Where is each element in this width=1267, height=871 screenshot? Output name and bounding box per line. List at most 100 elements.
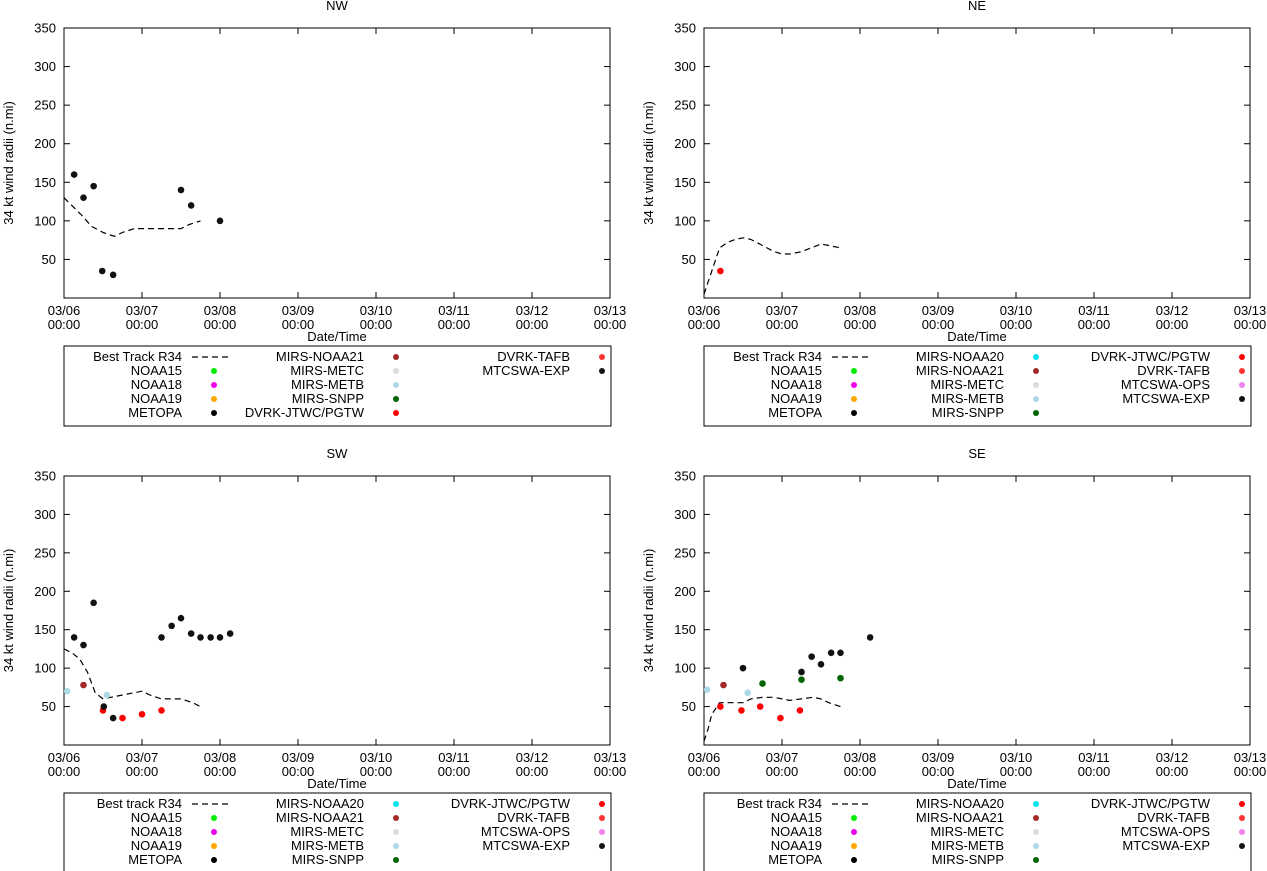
- legend-point-symbol: [599, 829, 605, 835]
- legend-label: NOAA18: [131, 824, 182, 839]
- x-tick-label-date: 03/12: [516, 303, 549, 318]
- legend-point-symbol: [211, 857, 217, 863]
- x-tick-label-date: 03/10: [360, 303, 393, 318]
- x-tick-label-time: 00:00: [1156, 317, 1189, 332]
- x-tick-label-time: 00:00: [1078, 764, 1111, 779]
- x-tick-label-date: 03/09: [922, 750, 955, 765]
- data-point-mirs-metb: [103, 691, 111, 699]
- legend-box: [63, 792, 612, 871]
- x-tick-label-date: 03/10: [1000, 750, 1033, 765]
- legend-point-symbol: [851, 410, 857, 416]
- plot-area: [703, 27, 1251, 299]
- legend-label: DVRK-TAFB: [497, 810, 570, 825]
- legend-point-symbol: [1239, 396, 1245, 402]
- y-tick-label: 350: [674, 469, 696, 484]
- y-axis-label: 34 kt wind radii (n.mi): [641, 101, 656, 225]
- x-tick-label-time: 00:00: [516, 764, 549, 779]
- legend-label: MIRS-NOAA21: [916, 363, 1004, 378]
- legend-label: MIRS-SNPP: [292, 391, 364, 406]
- x-tick-label-date: 03/06: [48, 750, 81, 765]
- x-tick-label-time: 00:00: [360, 317, 393, 332]
- x-tick-label-time: 00:00: [1156, 764, 1189, 779]
- data-point-mtcswa-exp: [158, 634, 165, 641]
- y-tick-label: 300: [34, 507, 56, 522]
- legend-point-symbol: [1033, 801, 1039, 807]
- legend-label: NOAA19: [131, 391, 182, 406]
- legend-label: MIRS-METC: [290, 363, 364, 378]
- x-tick-label-date: 03/13: [594, 750, 627, 765]
- legend-label: METOPA: [768, 405, 822, 420]
- legend-point-symbol: [393, 396, 399, 402]
- x-tick-label-date: 03/13: [594, 303, 627, 318]
- plot-area: [703, 475, 1251, 746]
- x-axis-label: Date/Time: [947, 776, 1006, 791]
- legend-label: MIRS-METB: [291, 377, 364, 392]
- legend-point-symbol: [1239, 382, 1245, 388]
- chart-panel-sw: SW5010015020025030035003/0600:0003/0700:…: [1, 446, 626, 871]
- legend-label: MTCSWA-EXP: [1122, 391, 1210, 406]
- legend-label: NOAA15: [131, 810, 182, 825]
- legend-point-symbol: [1239, 801, 1245, 807]
- legend-point-symbol: [599, 815, 605, 821]
- legend-point-symbol: [599, 368, 605, 374]
- x-tick-label-time: 00:00: [1078, 317, 1111, 332]
- data-point-mtcswa-exp: [827, 649, 835, 657]
- data-point-mtcswa-exp: [187, 630, 195, 637]
- x-tick-label-time: 00:00: [688, 764, 721, 779]
- x-tick-label-date: 03/10: [360, 750, 393, 765]
- legend-label: NOAA18: [771, 377, 822, 392]
- legend-point-symbol: [393, 801, 399, 807]
- legend-label: METOPA: [128, 405, 182, 420]
- x-tick-label-time: 00:00: [594, 764, 627, 779]
- legend-point-symbol: [599, 843, 605, 849]
- best-track-line: [63, 648, 201, 708]
- legend-point-symbol: [393, 843, 399, 849]
- x-tick-label-date: 03/06: [688, 750, 721, 765]
- legend-point-symbol: [393, 857, 399, 863]
- data-point-mirs-metb: [63, 687, 71, 695]
- x-tick-label-time: 00:00: [1000, 317, 1033, 332]
- data-point-mtcswa-exp: [80, 641, 87, 649]
- legend-label: MIRS-NOAA20: [916, 349, 1004, 364]
- legend-label: MIRS-METB: [931, 391, 1004, 406]
- legend-point-symbol: [599, 801, 605, 807]
- legend-label: METOPA: [128, 852, 182, 867]
- data-point-mtcswa-exp: [70, 634, 78, 641]
- legend-point-symbol: [211, 843, 217, 849]
- legend-point-symbol: [1239, 354, 1245, 360]
- data-point-mirs-noaa21: [720, 681, 727, 689]
- x-tick-label-date: 03/08: [844, 750, 877, 765]
- data-point-mtcswa-exp: [197, 634, 204, 641]
- data-point-mirs-snpp: [798, 676, 805, 683]
- legend-point-symbol: [1033, 857, 1039, 863]
- legend-point-symbol: [599, 354, 605, 360]
- x-tick-label-date: 03/10: [1000, 303, 1033, 318]
- y-tick-label: 250: [674, 545, 696, 560]
- y-tick-label: 200: [674, 136, 696, 151]
- data-point-mirs-snpp: [837, 674, 844, 682]
- y-tick-label: 250: [34, 545, 56, 560]
- legend-label: MIRS-SNPP: [932, 405, 1004, 420]
- x-tick-label-date: 03/08: [844, 303, 877, 318]
- chart-panel-nw: NW5010015020025030035003/0600:0003/0700:…: [1, 0, 627, 427]
- x-tick-label-time: 00:00: [1234, 317, 1267, 332]
- legend-label: MIRS-NOAA21: [276, 810, 364, 825]
- legend-point-symbol: [211, 829, 217, 835]
- legend-label: MTCSWA-EXP: [482, 363, 570, 378]
- x-tick-label-date: 03/06: [688, 303, 721, 318]
- x-tick-label-date: 03/07: [766, 303, 799, 318]
- x-tick-label-time: 00:00: [922, 764, 955, 779]
- x-tick-label-date: 03/06: [48, 303, 81, 318]
- legend-label: MIRS-METC: [930, 377, 1004, 392]
- x-tick-label-date: 03/13: [1234, 750, 1267, 765]
- legend-label: NOAA15: [771, 810, 822, 825]
- data-point-mtcswa-exp: [817, 661, 825, 668]
- x-tick-label-date: 03/12: [1156, 303, 1189, 318]
- legend-label: DVRK-JTWC/PGTW: [1091, 796, 1211, 811]
- legend-label: MIRS-NOAA21: [916, 810, 1004, 825]
- data-point-mtcswa-exp: [80, 194, 87, 202]
- x-tick-label-time: 00:00: [516, 317, 549, 332]
- legend-point-symbol: [393, 354, 399, 360]
- legend-label: MIRS-NOAA20: [276, 796, 364, 811]
- legend-label: MIRS-METB: [291, 838, 364, 853]
